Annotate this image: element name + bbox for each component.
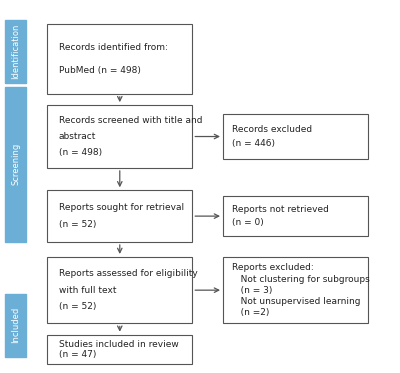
Text: Records screened with title and: Records screened with title and	[59, 116, 202, 125]
Text: abstract: abstract	[59, 132, 96, 141]
FancyBboxPatch shape	[47, 23, 192, 94]
Text: Included: Included	[11, 307, 20, 344]
Text: (n = 47): (n = 47)	[59, 350, 96, 359]
FancyBboxPatch shape	[5, 87, 26, 242]
Text: (n = 498): (n = 498)	[59, 148, 102, 157]
Text: Reports assessed for eligibility: Reports assessed for eligibility	[59, 269, 198, 278]
FancyBboxPatch shape	[47, 335, 192, 364]
Text: (n = 52): (n = 52)	[59, 303, 96, 311]
Text: Not clustering for subgroups: Not clustering for subgroups	[232, 275, 370, 283]
Text: (n = 3): (n = 3)	[232, 286, 273, 295]
Text: Studies included in review: Studies included in review	[59, 340, 178, 349]
Text: (n = 52): (n = 52)	[59, 220, 96, 229]
FancyBboxPatch shape	[223, 196, 368, 236]
Text: Identification: Identification	[11, 23, 20, 79]
Text: Reports not retrieved: Reports not retrieved	[232, 205, 329, 214]
FancyBboxPatch shape	[47, 257, 192, 323]
Text: (n = 446): (n = 446)	[232, 140, 276, 148]
FancyBboxPatch shape	[223, 257, 368, 323]
Text: (n =2): (n =2)	[232, 308, 270, 317]
Text: Screening: Screening	[11, 143, 20, 185]
Text: with full text: with full text	[59, 286, 116, 295]
FancyBboxPatch shape	[5, 20, 26, 83]
Text: (n = 0): (n = 0)	[232, 219, 264, 228]
Text: Records identified from:: Records identified from:	[59, 43, 168, 51]
FancyBboxPatch shape	[47, 105, 192, 168]
Text: Records excluded: Records excluded	[232, 125, 312, 134]
FancyBboxPatch shape	[47, 190, 192, 242]
Text: Reports excluded:: Reports excluded:	[232, 263, 314, 272]
FancyBboxPatch shape	[5, 294, 26, 357]
FancyBboxPatch shape	[223, 114, 368, 159]
Text: Reports sought for retrieval: Reports sought for retrieval	[59, 203, 184, 212]
Text: Not unsupervised learning: Not unsupervised learning	[232, 297, 361, 306]
Text: PubMed (n = 498): PubMed (n = 498)	[59, 66, 140, 75]
